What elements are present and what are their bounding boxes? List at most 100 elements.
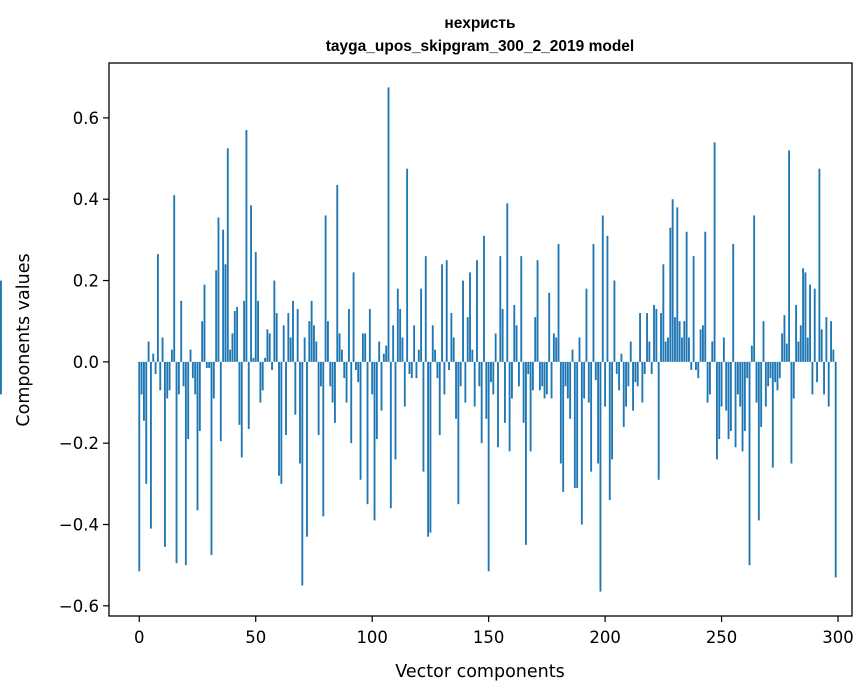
y-tick-label: 0.2 — [73, 272, 99, 291]
bar — [380, 361, 383, 411]
bar — [620, 353, 623, 362]
bar — [692, 256, 695, 362]
bar — [524, 361, 527, 545]
bar — [457, 361, 460, 505]
bar — [550, 361, 553, 399]
bar — [331, 361, 334, 403]
bar — [420, 288, 423, 362]
bar — [401, 337, 404, 362]
bar — [795, 304, 798, 362]
bar-series — [0, 87, 837, 592]
bar — [767, 361, 770, 387]
bar — [373, 361, 376, 521]
bar — [555, 337, 558, 362]
bar — [182, 361, 185, 387]
bar — [240, 361, 243, 458]
bar — [334, 361, 336, 423]
bar — [613, 280, 616, 362]
bar — [268, 333, 271, 362]
bar — [771, 361, 774, 468]
bar — [832, 349, 835, 362]
bar — [243, 300, 246, 362]
y-axis-label: Components values — [14, 253, 34, 426]
bar — [755, 361, 758, 403]
bar — [443, 361, 446, 395]
bar — [778, 361, 781, 379]
bar — [452, 337, 455, 362]
bar — [375, 361, 378, 440]
bar — [762, 321, 765, 362]
x-tick-label: 250 — [706, 628, 738, 647]
bar — [813, 288, 816, 362]
bar — [271, 361, 273, 370]
bar — [180, 300, 183, 362]
bar — [590, 361, 593, 472]
bar — [592, 243, 595, 362]
bar — [538, 361, 541, 391]
bar — [0, 361, 2, 395]
bar — [629, 341, 632, 362]
bar — [189, 349, 192, 362]
bar — [159, 361, 162, 391]
bar — [424, 256, 427, 362]
x-tick-label: 150 — [473, 628, 505, 647]
bar — [417, 349, 420, 362]
bar — [343, 361, 346, 379]
bar — [490, 361, 492, 383]
x-axis-label: Vector components — [395, 662, 564, 682]
x-tick-label: 300 — [822, 628, 854, 647]
bar — [548, 292, 551, 362]
bar — [168, 361, 171, 391]
bar — [233, 311, 236, 362]
bar — [320, 361, 322, 387]
bar — [226, 148, 229, 362]
bar — [191, 361, 194, 379]
y-tick-label: 0.4 — [73, 190, 99, 209]
bar — [608, 361, 611, 501]
bar — [534, 317, 537, 362]
bar — [718, 361, 721, 440]
bar — [476, 260, 478, 362]
bar — [352, 272, 355, 362]
bar — [261, 361, 264, 391]
bar — [140, 361, 143, 395]
bar — [466, 317, 469, 362]
bar — [643, 361, 646, 375]
bar — [599, 361, 602, 592]
bar — [438, 361, 441, 436]
bar — [753, 215, 756, 362]
bar — [511, 361, 513, 399]
bar — [681, 337, 683, 362]
bar — [340, 349, 343, 362]
bar — [359, 361, 362, 480]
bar — [743, 361, 746, 431]
bar — [720, 361, 723, 407]
bar — [364, 333, 367, 362]
bar — [392, 325, 395, 362]
bar — [301, 361, 304, 586]
bar — [368, 309, 371, 362]
plot-frame — [108, 62, 853, 617]
bar — [760, 361, 763, 427]
bar — [518, 361, 520, 387]
bar — [625, 361, 627, 407]
bar — [357, 361, 360, 383]
bar — [275, 313, 278, 362]
x-axis: 0 50 100 150 200 250 300 — [134, 616, 854, 647]
bar — [685, 231, 688, 362]
bar — [774, 361, 777, 383]
bar — [678, 321, 681, 362]
bar — [285, 361, 287, 436]
bar — [585, 288, 588, 362]
bar — [149, 361, 152, 529]
y-tick-label: 0.0 — [73, 353, 99, 372]
bar — [247, 361, 250, 429]
bar — [264, 357, 266, 362]
bar — [303, 337, 306, 362]
bar — [650, 361, 653, 375]
bar — [415, 361, 418, 379]
bar — [422, 361, 425, 472]
bar — [345, 361, 348, 403]
bar — [273, 280, 276, 362]
bar — [695, 361, 697, 370]
